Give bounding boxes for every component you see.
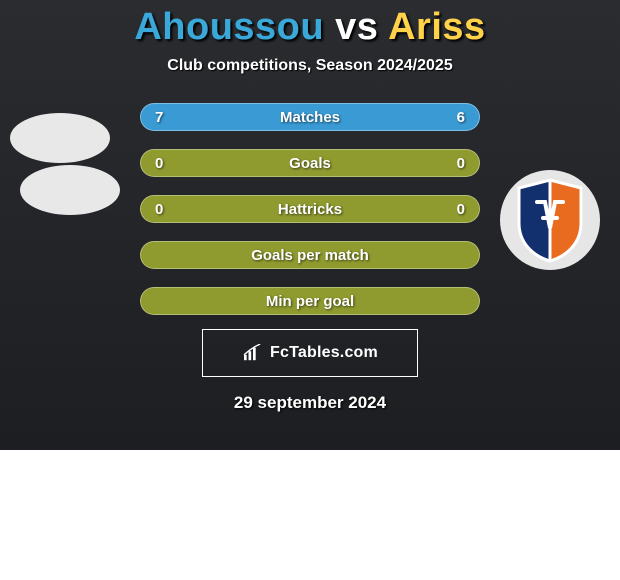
stat-row: 7 Matches 6 xyxy=(140,103,480,131)
stat-row: Goals per match xyxy=(140,241,480,269)
brand-text: FcTables.com xyxy=(270,344,378,362)
brand-suffix: Tables.com xyxy=(289,344,378,361)
bar-chart-icon xyxy=(242,344,264,362)
comparison-card: Ahoussou vs Ariss Club competitions, Sea… xyxy=(0,0,620,450)
player2-team-badge xyxy=(500,170,600,270)
player1-avatar-2 xyxy=(20,165,120,215)
subtitle: Club competitions, Season 2024/2025 xyxy=(0,57,620,75)
stat-label: Goals xyxy=(289,155,331,172)
stat-row: 0 Goals 0 xyxy=(140,149,480,177)
brand-box: FcTables.com xyxy=(202,329,418,377)
page-title: Ahoussou vs Ariss xyxy=(0,0,620,49)
stat-label: Min per goal xyxy=(266,293,354,310)
stat-left-value: 0 xyxy=(155,201,163,218)
brand-prefix: Fc xyxy=(270,344,289,361)
stat-right-value: 0 xyxy=(457,201,465,218)
stat-right-value: 0 xyxy=(457,155,465,172)
date-text: 29 september 2024 xyxy=(0,393,620,413)
stat-right-value: 6 xyxy=(457,109,465,126)
shield-icon xyxy=(515,178,585,263)
vs-separator: vs xyxy=(335,6,378,48)
stat-row: 0 Hattricks 0 xyxy=(140,195,480,223)
stat-label: Matches xyxy=(280,109,340,126)
player2-name: Ariss xyxy=(388,6,486,48)
stat-label: Goals per match xyxy=(251,247,369,264)
stat-label: Hattricks xyxy=(278,201,342,218)
player1-avatar-1 xyxy=(10,113,110,163)
stat-left-value: 0 xyxy=(155,155,163,172)
stat-row: Min per goal xyxy=(140,287,480,315)
player1-name: Ahoussou xyxy=(134,6,324,48)
stat-left-value: 7 xyxy=(155,109,163,126)
